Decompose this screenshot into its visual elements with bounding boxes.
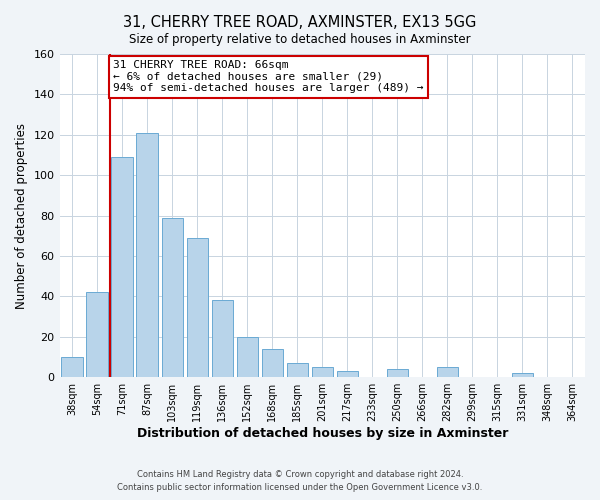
Text: Contains HM Land Registry data © Crown copyright and database right 2024.
Contai: Contains HM Land Registry data © Crown c… [118, 470, 482, 492]
Bar [212, 300, 233, 377]
Bar [136, 133, 158, 377]
Text: Size of property relative to detached houses in Axminster: Size of property relative to detached ho… [129, 32, 471, 46]
Bar [86, 292, 108, 377]
Y-axis label: Number of detached properties: Number of detached properties [15, 122, 28, 308]
Text: 31 CHERRY TREE ROAD: 66sqm
← 6% of detached houses are smaller (29)
94% of semi-: 31 CHERRY TREE ROAD: 66sqm ← 6% of detac… [113, 60, 424, 94]
Bar [262, 349, 283, 377]
Bar [512, 373, 533, 377]
Bar [337, 371, 358, 377]
Bar [112, 157, 133, 377]
Bar [161, 218, 183, 377]
Bar [61, 357, 83, 377]
Bar [311, 367, 333, 377]
Bar [287, 363, 308, 377]
Bar [187, 238, 208, 377]
Bar [387, 369, 408, 377]
Bar [437, 367, 458, 377]
Text: 31, CHERRY TREE ROAD, AXMINSTER, EX13 5GG: 31, CHERRY TREE ROAD, AXMINSTER, EX13 5G… [124, 15, 476, 30]
Bar [236, 337, 258, 377]
X-axis label: Distribution of detached houses by size in Axminster: Distribution of detached houses by size … [137, 427, 508, 440]
